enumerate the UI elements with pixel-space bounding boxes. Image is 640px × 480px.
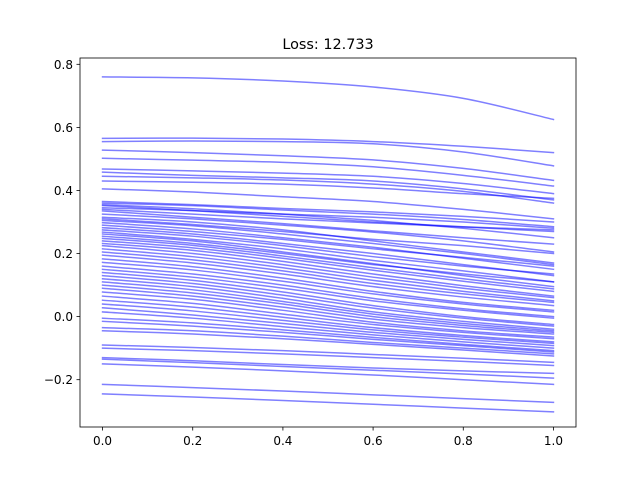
series-line-52 bbox=[101, 317, 555, 352]
series-line-38 bbox=[101, 265, 555, 318]
series-line-60 bbox=[101, 363, 555, 386]
x-tick-label: 0.4 bbox=[273, 434, 292, 448]
series-line-3 bbox=[101, 140, 555, 167]
series-line-37 bbox=[101, 261, 555, 313]
y-tick-label: 0.8 bbox=[54, 58, 73, 72]
series-line-43 bbox=[101, 281, 555, 332]
series-line-29 bbox=[101, 237, 555, 290]
series-line-15 bbox=[101, 207, 555, 230]
x-tick-label: 0.8 bbox=[454, 434, 473, 448]
series-line-41 bbox=[101, 274, 555, 327]
series-line-25 bbox=[101, 229, 555, 275]
lines-layer bbox=[101, 76, 555, 413]
x-tick-label: 1.0 bbox=[544, 434, 563, 448]
x-tick-label: 0.2 bbox=[183, 434, 202, 448]
x-tick-label: 0.6 bbox=[364, 434, 383, 448]
series-line-56 bbox=[101, 344, 555, 364]
series-line-59 bbox=[101, 358, 555, 379]
series-line-32 bbox=[101, 244, 555, 299]
series-line-49 bbox=[101, 303, 555, 345]
y-tick-label: 0.6 bbox=[54, 121, 73, 135]
x-axis: 0.0 0.2 0.4 0.6 0.8 1.0 bbox=[93, 427, 563, 448]
series-line-45 bbox=[101, 287, 555, 335]
series-line-55 bbox=[101, 330, 555, 357]
series-line-13 bbox=[101, 203, 555, 239]
axes-frame bbox=[79, 57, 577, 428]
series-line-42 bbox=[101, 277, 555, 331]
y-tick-label: 0.2 bbox=[54, 247, 73, 261]
series-line-26 bbox=[101, 231, 555, 283]
series-line-31 bbox=[101, 242, 555, 297]
series-line-50 bbox=[101, 306, 555, 347]
series-line-10 bbox=[101, 188, 555, 220]
series-line-20 bbox=[101, 218, 555, 255]
y-tick-label: 0.0 bbox=[54, 310, 73, 324]
series-line-33 bbox=[101, 247, 555, 302]
series-line-8 bbox=[101, 175, 555, 204]
x-tick-label: 0.0 bbox=[93, 434, 112, 448]
series-line-54 bbox=[101, 326, 555, 355]
y-axis: −0.2 0.0 0.2 0.4 0.6 0.8 bbox=[44, 58, 80, 387]
series-line-18 bbox=[101, 213, 555, 253]
series-line-35 bbox=[101, 254, 555, 307]
series-line-11 bbox=[101, 200, 555, 223]
series-line-16 bbox=[101, 208, 555, 233]
series-line-9 bbox=[101, 180, 555, 200]
series-line-51 bbox=[101, 311, 555, 349]
series-line-62 bbox=[101, 393, 555, 413]
series-line-44 bbox=[101, 284, 555, 334]
series-line-23 bbox=[101, 224, 555, 267]
series-line-2 bbox=[101, 137, 555, 154]
series-line-4 bbox=[101, 149, 555, 182]
series-line-40 bbox=[101, 271, 555, 326]
series-line-61 bbox=[101, 383, 555, 404]
y-tick-label: 0.4 bbox=[54, 184, 73, 198]
series-line-27 bbox=[101, 233, 555, 288]
series-line-30 bbox=[101, 240, 555, 293]
series-line-47 bbox=[101, 295, 555, 340]
series-line-1 bbox=[101, 76, 555, 121]
series-line-22 bbox=[101, 221, 555, 271]
series-line-17 bbox=[101, 210, 555, 245]
series-line-36 bbox=[101, 258, 555, 312]
series-line-53 bbox=[101, 320, 555, 353]
series-line-39 bbox=[101, 268, 555, 320]
series-line-34 bbox=[101, 251, 555, 304]
chart-title: Loss: 12.733 bbox=[282, 37, 373, 53]
y-tick-label: −0.2 bbox=[44, 373, 73, 387]
series-line-58 bbox=[101, 356, 555, 375]
series-line-48 bbox=[101, 299, 555, 343]
series-line-57 bbox=[101, 347, 555, 367]
series-line-12 bbox=[101, 202, 555, 228]
series-line-21 bbox=[101, 219, 555, 266]
series-line-24 bbox=[101, 226, 555, 277]
series-line-5 bbox=[101, 157, 555, 187]
series-line-28 bbox=[101, 235, 555, 283]
series-line-6 bbox=[101, 168, 555, 195]
series-line-7 bbox=[101, 171, 555, 201]
series-line-46 bbox=[101, 291, 555, 338]
